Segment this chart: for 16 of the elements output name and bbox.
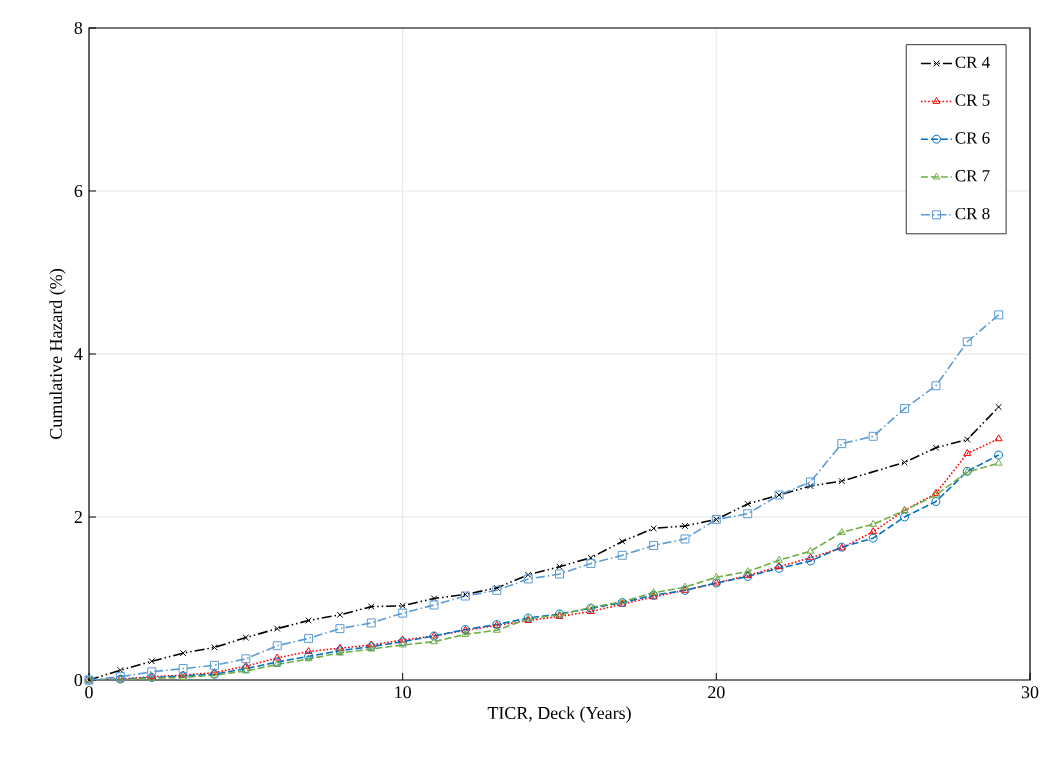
legend-label: CR 7 [955,170,990,182]
x-axis-title: TICR, Deck (Years) [487,706,631,723]
y-tick-label: 8 [74,21,83,35]
y-tick-label: 4 [74,348,83,360]
x-tick-label: 20 [708,686,725,699]
x-tick-label: 10 [395,686,411,699]
legend-label: CR 4 [955,56,990,69]
y-tick-label: 6 [74,184,83,197]
legend-label: CR 5 [955,94,990,106]
y-tick-label: 0 [74,673,83,687]
x-tick-label: 30 [1021,686,1039,699]
legend-label: CR 8 [955,207,990,220]
y-tick-label: 2 [74,511,82,523]
legend-label: CR 6 [955,132,990,144]
y-axis-title: Cumulative Hazard (%) [49,269,66,439]
x-tick-label: 0 [85,686,93,699]
